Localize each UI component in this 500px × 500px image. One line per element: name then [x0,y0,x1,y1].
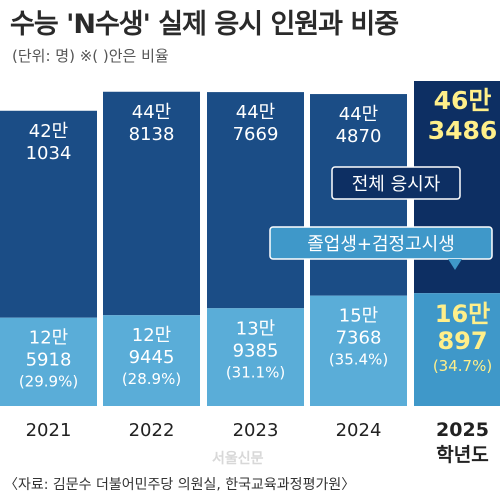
label-grad-2021-line2: 5918 [26,350,72,371]
label-pct-2023: (31.1%) [226,363,285,381]
label-grad-2023-line1: 13만 [236,318,275,339]
x-tick-2021: 2021 [26,420,72,441]
bar-grad-2025 [414,293,500,406]
bar-total-2021 [0,110,97,318]
legend-callout-total [331,166,461,200]
label-total-2022-line1: 44만 [132,102,171,123]
chart-title: 수능 'N수생' 실제 응시 인원과 비중 [10,9,399,40]
label-grad-2025-line2: 897 [437,327,487,355]
x-tick-2022: 2022 [129,420,175,441]
legend-callout-grad-label: 졸업생+검정고시생 [307,234,455,255]
label-grad-2025-line1: 16만 [435,300,490,328]
label-total-2025-line2: 3486 [428,116,498,145]
bar-grad-2021 [0,317,97,406]
legend-callout-total-label: 전체 응시자 [352,174,441,195]
legend-callout-grad-pointer [448,259,462,270]
publisher-watermark: 서울신문 [212,451,264,467]
source-note: 〈자료: 김문수 더불어민주당 의원실, 한국교육과정평가원〉 [4,477,356,493]
label-grad-2022-line1: 12만 [132,325,171,346]
label-total-2023-line1: 44만 [236,102,275,123]
label-grad-2023-line2: 9385 [233,340,279,361]
bar-total-2022 [103,91,200,316]
label-grad-2022-line2: 9445 [129,347,175,368]
label-pct-2024: (35.4%) [329,351,388,369]
x-tick-2024: 2024 [336,420,382,441]
label-total-2021-line1: 42만 [29,121,68,142]
label-total-2024-line2: 4870 [336,126,382,147]
label-grad-2024-line2: 7368 [336,328,382,349]
x-tick-2023: 2023 [233,420,279,441]
label-grad-2024-line1: 15만 [339,306,378,327]
legend-callout-grad [269,226,493,260]
label-grad-2021-line1: 12만 [29,328,68,349]
label-total-2021-line2: 1034 [26,143,72,164]
x-tick-2025: 2025 [436,419,489,441]
bar-grad-2024 [310,295,407,406]
bar-grad-2022 [103,315,200,406]
label-pct-2021: (29.9%) [19,373,78,391]
label-pct-2022: (28.9%) [122,370,181,388]
unit-note: (단위: 명) ※( )안은 비율 [12,47,169,65]
label-total-2025-line1: 46만 [434,86,492,115]
label-total-2022-line2: 8138 [129,124,175,145]
bar-grad-2023 [207,308,304,406]
label-pct-2025: (34.7%) [433,357,492,375]
label-total-2024-line1: 44만 [339,104,378,125]
label-total-2023-line2: 7669 [233,124,279,145]
x-axis-suffix: 학년도 [436,444,488,466]
bar-total-2023 [207,92,304,309]
